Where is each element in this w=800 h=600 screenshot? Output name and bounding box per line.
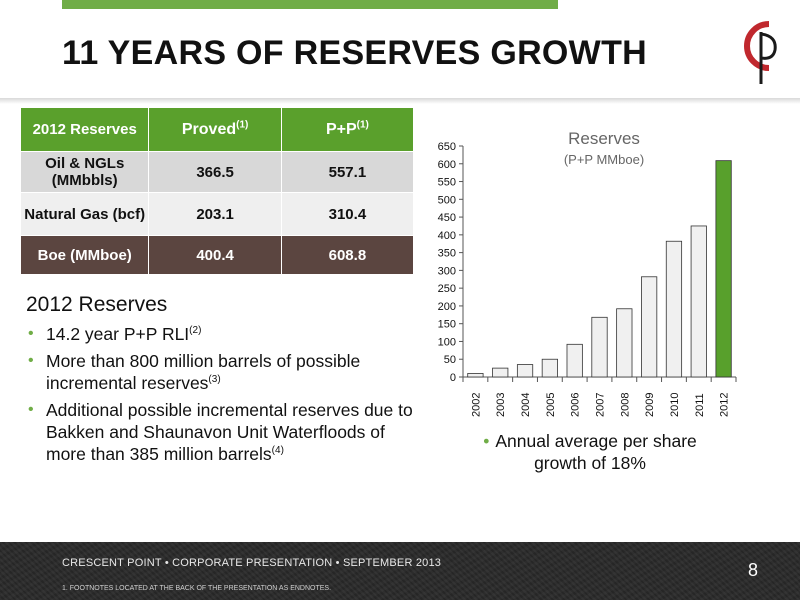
bullet-icon: • bbox=[483, 431, 490, 451]
bullet-icon: • bbox=[28, 401, 34, 418]
y-tick-label: 200 bbox=[438, 301, 456, 313]
list-item: • 14.2 year P+P RLI(2) bbox=[28, 324, 202, 344]
proved-value: 400.4 bbox=[148, 235, 282, 275]
growth-note: • Annual average per share growth of 18% bbox=[483, 431, 697, 473]
x-tick-label: 2006 bbox=[570, 393, 582, 417]
reserves-summary: 2012 Reserves • 14.2 year P+P RLI(2) • Mor… bbox=[26, 293, 416, 470]
list-item: • More than 800 million barrels of possib… bbox=[28, 351, 361, 393]
table-row: Natural Gas (bcf) 203.1 310.4 bbox=[19, 192, 415, 236]
table-row: Oil & NGLs (MMbbls) 366.5 557.1 bbox=[19, 151, 415, 193]
page-title: 11 YEARS OF RESERVES GROWTH bbox=[62, 34, 647, 72]
table-header-pp: P+P(1) bbox=[280, 107, 415, 152]
y-tick-label: 600 bbox=[438, 159, 456, 171]
y-tick-label: 100 bbox=[438, 336, 456, 348]
crescent-point-logo bbox=[744, 21, 777, 84]
list-item: • Additional possible incremental reserve… bbox=[28, 400, 413, 464]
x-tick-label: 2004 bbox=[520, 393, 532, 417]
y-tick-label: 50 bbox=[444, 354, 456, 366]
x-tick-label: 2007 bbox=[595, 393, 607, 417]
proved-value: 366.5 bbox=[148, 151, 282, 193]
title-divider bbox=[0, 98, 800, 104]
page-number: 8 bbox=[748, 560, 759, 580]
y-tick-label: 250 bbox=[438, 283, 456, 295]
bar bbox=[690, 225, 707, 378]
footer: CRESCENT POINT • CORPORATE PRESENTATION … bbox=[0, 542, 800, 600]
x-tick-label: 2011 bbox=[694, 393, 706, 417]
y-tick-label: 300 bbox=[438, 265, 456, 277]
table-header-proved: Proved(1) bbox=[148, 107, 282, 152]
bullet-icon: • bbox=[28, 325, 34, 342]
footer-text: CRESCENT POINT • CORPORATE PRESENTATION … bbox=[62, 557, 442, 569]
pp-value: 608.8 bbox=[280, 235, 415, 275]
bar bbox=[591, 316, 608, 378]
x-tick-label: 2010 bbox=[669, 393, 681, 417]
y-tick-label: 0 bbox=[450, 372, 456, 384]
row-label: Boe (MMboe) bbox=[19, 235, 150, 275]
y-tick-label: 150 bbox=[438, 319, 456, 331]
x-tick-label: 2003 bbox=[495, 393, 507, 417]
x-tick-label: 2002 bbox=[470, 393, 482, 417]
row-label: Natural Gas (bcf) bbox=[19, 192, 150, 236]
footnote: 1. FOOTNOTES LOCATED AT THE BACK OF THE … bbox=[62, 585, 332, 592]
reserves-table: 2012 Reserves Proved(1) P+P(1) Oil & NGL… bbox=[19, 107, 415, 275]
bar bbox=[641, 276, 658, 378]
reserves-bar-chart: 0 50 100 150 200 250 300 350 400 450 500 550 600 650 2… bbox=[438, 130, 737, 417]
top-accent-bar bbox=[62, 0, 558, 9]
y-tick-label: 400 bbox=[438, 230, 456, 242]
bullet-list: • 14.2 year P+P RLI(2) • More than 800 mil… bbox=[26, 323, 416, 465]
x-tick-label: 2005 bbox=[545, 393, 557, 417]
chart-subtitle: (P+P MMboe) bbox=[564, 152, 644, 167]
y-tick-label: 650 bbox=[438, 141, 456, 153]
proved-value: 203.1 bbox=[148, 192, 282, 236]
bar bbox=[715, 160, 732, 378]
table-row: Boe (MMboe) 400.4 608.8 bbox=[19, 235, 415, 275]
bar bbox=[492, 367, 509, 378]
row-label: Oil & NGLs (MMbbls) bbox=[19, 151, 150, 193]
pp-value: 557.1 bbox=[280, 151, 415, 193]
bar bbox=[541, 358, 558, 378]
pp-value: 310.4 bbox=[280, 192, 415, 236]
chart-title: Reserves bbox=[568, 130, 640, 148]
x-tick-label: 2009 bbox=[644, 393, 656, 417]
x-tick-label: 2012 bbox=[719, 393, 731, 417]
bar bbox=[616, 308, 633, 378]
bar bbox=[665, 240, 683, 378]
y-tick-label: 500 bbox=[438, 194, 456, 206]
reserves-chart: 0 50 100 150 200 250 300 350 400 450 500 550 600 650 2… bbox=[418, 130, 738, 430]
bar bbox=[516, 364, 534, 378]
section-title: 2012 Reserves bbox=[26, 293, 168, 316]
bar bbox=[467, 373, 484, 378]
y-tick-label: 550 bbox=[438, 177, 456, 189]
table-header-year: 2012 Reserves bbox=[19, 107, 150, 152]
x-tick-label: 2008 bbox=[619, 393, 631, 417]
bar bbox=[566, 343, 583, 378]
y-tick-label: 350 bbox=[438, 248, 456, 260]
bullet-icon: • bbox=[28, 352, 34, 369]
y-tick-label: 450 bbox=[438, 212, 456, 224]
